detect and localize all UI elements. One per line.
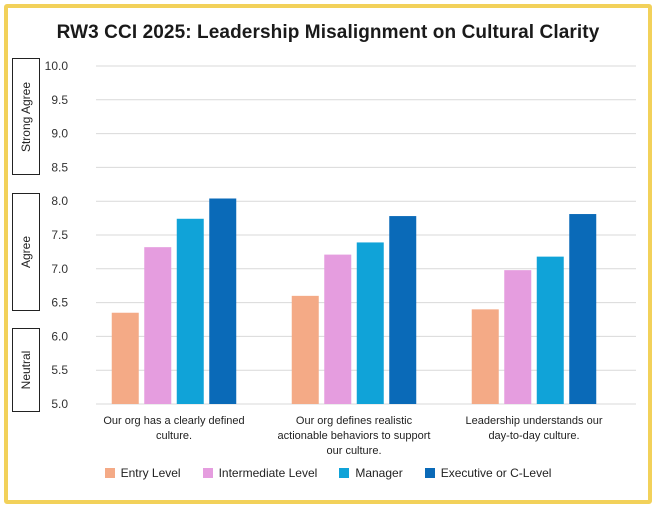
bar-manager-3 [536, 256, 564, 404]
x-category-label: Our org has a clearly defined [103, 415, 244, 427]
x-category-label: our culture. [326, 445, 381, 457]
legend-label: Manager [355, 466, 403, 480]
y-tick-label: 6.5 [51, 296, 68, 310]
band-agree: Agree [12, 193, 40, 311]
y-tick-label: 5.0 [51, 397, 68, 411]
legend-item: Entry Level [104, 466, 181, 480]
bar-entry-level-2 [291, 295, 319, 404]
bar-executive-or-c-level-1 [209, 198, 237, 404]
bar-manager-2 [356, 242, 384, 404]
legend-swatch [202, 468, 213, 478]
bar-intermediate-level-2 [324, 254, 352, 404]
y-tick-label: 7.5 [51, 228, 68, 242]
y-tick-label: 8.5 [51, 160, 68, 174]
y-tick-label: 5.5 [51, 363, 68, 377]
legend-label: Executive or C-Level [440, 466, 552, 480]
band-strong-agree: Strong Agree [12, 58, 40, 176]
legend-swatch [424, 468, 435, 478]
y-tick-label: 7.0 [51, 262, 68, 276]
legend-label: Entry Level [120, 466, 181, 480]
band-neutral: Neutral [12, 328, 40, 412]
legend-swatch [339, 468, 350, 478]
bar-executive-or-c-level-2 [389, 216, 417, 404]
y-tick-label: 10.0 [45, 59, 69, 73]
legend-item: Manager [339, 466, 403, 480]
x-category-label: Our org defines realistic [296, 415, 413, 427]
chart-frame [4, 4, 652, 504]
bar-executive-or-c-level-3 [569, 214, 597, 404]
chart-title: RW3 CCI 2025: Leadership Misalignment on… [56, 22, 600, 43]
bar-intermediate-level-1 [144, 247, 172, 404]
y-tick-label: 8.0 [51, 194, 68, 208]
bar-entry-level-3 [471, 309, 499, 404]
y-tick-label: 9.5 [51, 93, 68, 107]
bar-entry-level-1 [111, 312, 139, 404]
legend-item: Executive or C-Level [424, 466, 552, 480]
chart-legend: Entry Level Intermediate Level Manager Exec… [0, 466, 656, 480]
y-tick-label: 6.0 [51, 329, 68, 343]
legend-label: Intermediate Level [218, 466, 318, 480]
legend-item: Intermediate Level [202, 466, 318, 480]
bar-intermediate-level-3 [504, 270, 532, 404]
x-category-label: day-to-day culture. [488, 430, 579, 442]
y-tick-label: 9.0 [51, 127, 68, 141]
legend-swatch [104, 468, 115, 478]
x-category-label: actionable behaviors to support [278, 430, 431, 442]
bar-manager-1 [176, 218, 204, 404]
x-category-label: culture. [156, 430, 192, 442]
x-category-label: Leadership understands our [466, 415, 603, 427]
